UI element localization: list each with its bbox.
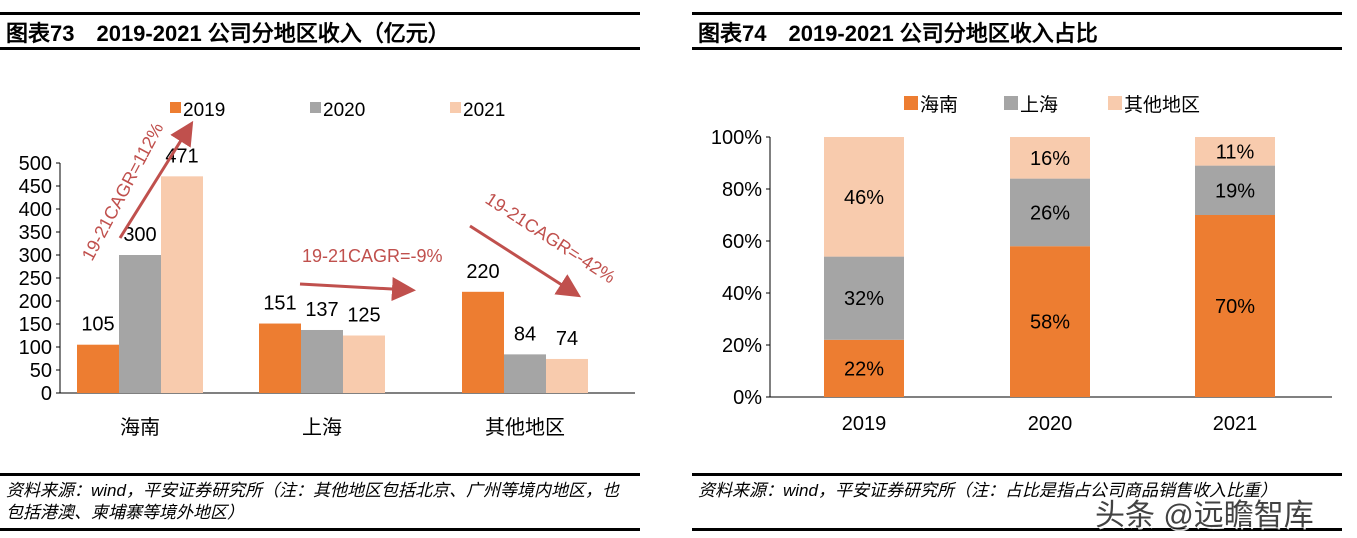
data-label: 151 xyxy=(263,293,296,315)
cagr-arrow xyxy=(299,277,416,302)
chart-panel-left: 图表73 2019-2021 公司分地区收入（亿元） 0 50 100 150 200 2… xyxy=(0,0,640,538)
bar-其他地区 xyxy=(824,137,904,257)
y-tick-label: 50 xyxy=(30,360,52,382)
data-label: 70% xyxy=(1215,296,1255,318)
cagr-arrow xyxy=(118,120,194,239)
legend-label: 上海 xyxy=(1020,94,1058,116)
bar-上海 xyxy=(1010,178,1090,247)
y-tick-label: 350 xyxy=(19,222,52,244)
chart-title: 图表74 2019-2021 公司分地区收入占比 xyxy=(692,12,1342,50)
y-tick-label: 20% xyxy=(722,335,762,357)
legend-swatch xyxy=(904,96,918,110)
cagr-arrow xyxy=(469,224,582,298)
data-label: 26% xyxy=(1030,202,1070,224)
source-note: 资料来源：wind，平安证券研究所（注：其他地区包括北京、广州等境内地区，也包括… xyxy=(0,473,640,531)
x-tick-label: 2021 xyxy=(1213,413,1258,435)
legend-label: 2020 xyxy=(323,100,365,121)
data-label: 220 xyxy=(466,261,499,283)
data-label: 32% xyxy=(844,288,884,310)
legend-swatch xyxy=(310,102,321,113)
data-label: 84 xyxy=(514,323,536,345)
x-tick-label: 海南 xyxy=(120,416,160,439)
y-tick-label: 500 xyxy=(19,153,52,175)
data-label: 16% xyxy=(1030,148,1070,170)
bar-2019 xyxy=(259,323,301,393)
y-tick-label: 200 xyxy=(19,291,52,313)
source-note: 资料来源：wind，平安证券研究所（注：占比是指占公司商品销售收入比重） xyxy=(692,473,1342,531)
legend-swatch xyxy=(1108,96,1122,110)
y-tick-label: 60% xyxy=(722,231,762,253)
data-label: 74 xyxy=(556,328,578,350)
annotation: 19-21CAGR=-9% xyxy=(302,246,443,266)
bar-海南 xyxy=(824,339,904,397)
data-label: 22% xyxy=(844,358,884,380)
legend-swatch xyxy=(450,102,461,113)
data-label: 46% xyxy=(844,187,884,209)
bar-2021 xyxy=(343,335,385,393)
bar-2020 xyxy=(301,329,343,393)
legend-swatch xyxy=(170,102,181,113)
bar-海南 xyxy=(1010,246,1090,397)
y-tick-label: 250 xyxy=(19,268,52,290)
legend-label: 2019 xyxy=(183,100,225,121)
legend-label: 海南 xyxy=(920,94,958,116)
stacked-bar-chart-share: 0% 20% 40% 60% 80% 100% 2019 22% 32% 46% 2020 58% 26… xyxy=(711,94,1332,435)
y-tick-label: 40% xyxy=(722,283,762,305)
bar-海南 xyxy=(1195,215,1275,397)
data-label: 19% xyxy=(1215,180,1255,202)
bar-其他地区 xyxy=(1010,137,1090,179)
y-tick-label: 0 xyxy=(41,383,52,405)
data-label: 11% xyxy=(1216,141,1255,163)
y-tick-label: 300 xyxy=(19,245,52,267)
y-tick-label: 150 xyxy=(19,314,52,336)
y-tick-label: 0% xyxy=(733,387,762,409)
bar-2021 xyxy=(546,358,588,393)
y-tick-label: 100 xyxy=(19,337,52,359)
data-label: 105 xyxy=(81,314,114,336)
y-tick-label: 450 xyxy=(19,176,52,198)
y-tick-label: 80% xyxy=(722,179,762,201)
chart-title: 图表73 2019-2021 公司分地区收入（亿元） xyxy=(0,12,640,50)
y-tick-label: 400 xyxy=(19,199,52,221)
bar-2019 xyxy=(462,291,504,393)
annotation: 19-21CAGR=-42% xyxy=(482,189,619,288)
x-tick-label: 其他地区 xyxy=(485,416,565,439)
data-label: 137 xyxy=(305,299,338,321)
x-tick-label: 2020 xyxy=(1028,413,1073,435)
x-tick-label: 上海 xyxy=(302,416,342,439)
legend-label: 其他地区 xyxy=(1124,94,1200,116)
bar-2020 xyxy=(504,354,546,393)
bar-2021 xyxy=(161,176,203,393)
x-tick-label: 2019 xyxy=(842,413,887,435)
y-tick-label: 100% xyxy=(711,127,762,149)
legend-label: 2021 xyxy=(463,100,505,121)
bar-chart-region-revenue: 050100150200250300350400450500海南10530047… xyxy=(19,100,635,439)
data-label: 300 xyxy=(123,224,156,246)
data-label: 58% xyxy=(1030,312,1070,334)
bar-上海 xyxy=(824,256,904,340)
bar-2020 xyxy=(119,255,161,393)
chart-panel-right: 图表74 2019-2021 公司分地区收入占比 0% 20% 40% 60% 80% 1… xyxy=(692,0,1342,538)
bar-2019 xyxy=(77,344,119,393)
legend-swatch xyxy=(1004,96,1018,110)
bar-其他地区 xyxy=(1195,137,1275,166)
bar-上海 xyxy=(1195,165,1275,215)
data-label: 125 xyxy=(347,305,380,327)
watermark: 头条 @远瞻智库 xyxy=(1095,499,1314,532)
